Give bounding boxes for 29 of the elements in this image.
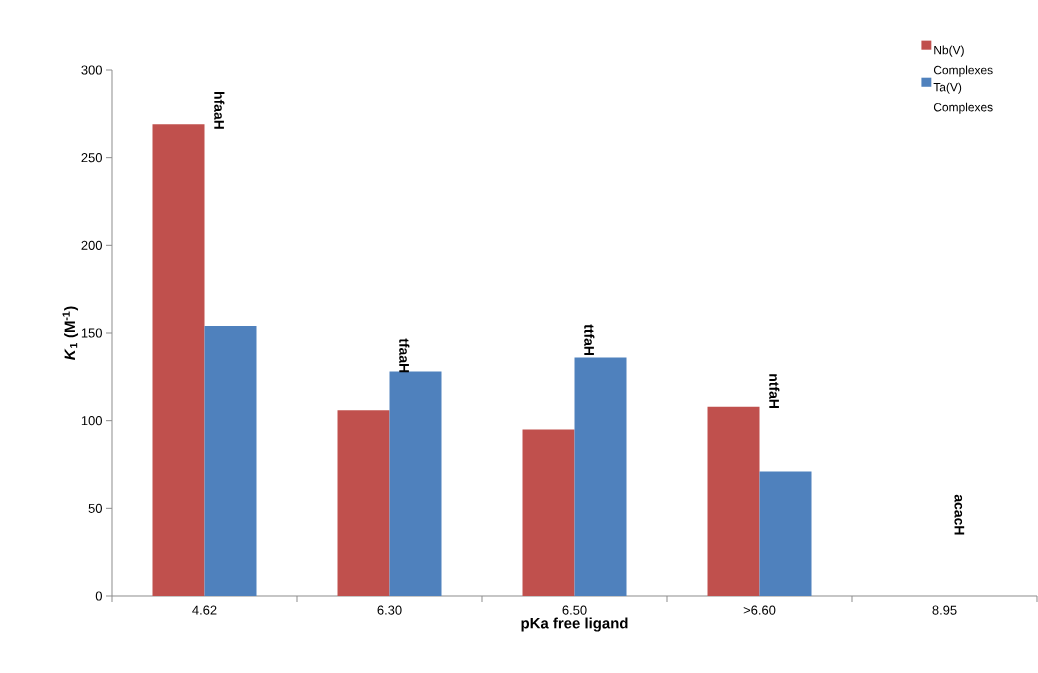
bar	[522, 429, 575, 596]
bar	[759, 471, 812, 596]
bar	[707, 406, 760, 596]
annotation: hfaaH	[214, 92, 225, 129]
x-tick-label: 6.30	[377, 605, 402, 615]
y-axis-title: K$_{1}$ (M$^{-1}$)	[62, 306, 79, 360]
y-tick-label: 50	[88, 503, 102, 513]
y-tick-label: 300	[81, 65, 102, 75]
bar	[152, 124, 205, 596]
y-tick-label: 0	[95, 591, 102, 601]
annotation: ntfaH	[769, 374, 780, 409]
y-tick-label: 200	[81, 240, 102, 250]
annotation: ttfaH	[584, 324, 595, 356]
bar	[337, 410, 390, 596]
annotation: tfaaH	[399, 338, 410, 373]
x-tick-label: 6.50	[562, 605, 587, 615]
bar	[204, 325, 257, 596]
y-tick-label: 150	[81, 328, 102, 338]
legend-label: Nb(V) Complexes	[933, 45, 993, 77]
x-tick-label: 4.62	[192, 605, 217, 615]
bar	[389, 371, 442, 596]
x-tick-label: >6.60	[743, 605, 776, 615]
annotation: acacH	[954, 494, 965, 535]
bar	[574, 357, 627, 596]
y-tick-label: 100	[81, 416, 102, 426]
y-tick-label: 250	[81, 153, 102, 163]
x-tick-label: 8.95	[932, 605, 957, 615]
x-axis-title: pKa free ligand	[521, 617, 628, 632]
legend-label: Ta(V) Complexes	[933, 82, 993, 114]
